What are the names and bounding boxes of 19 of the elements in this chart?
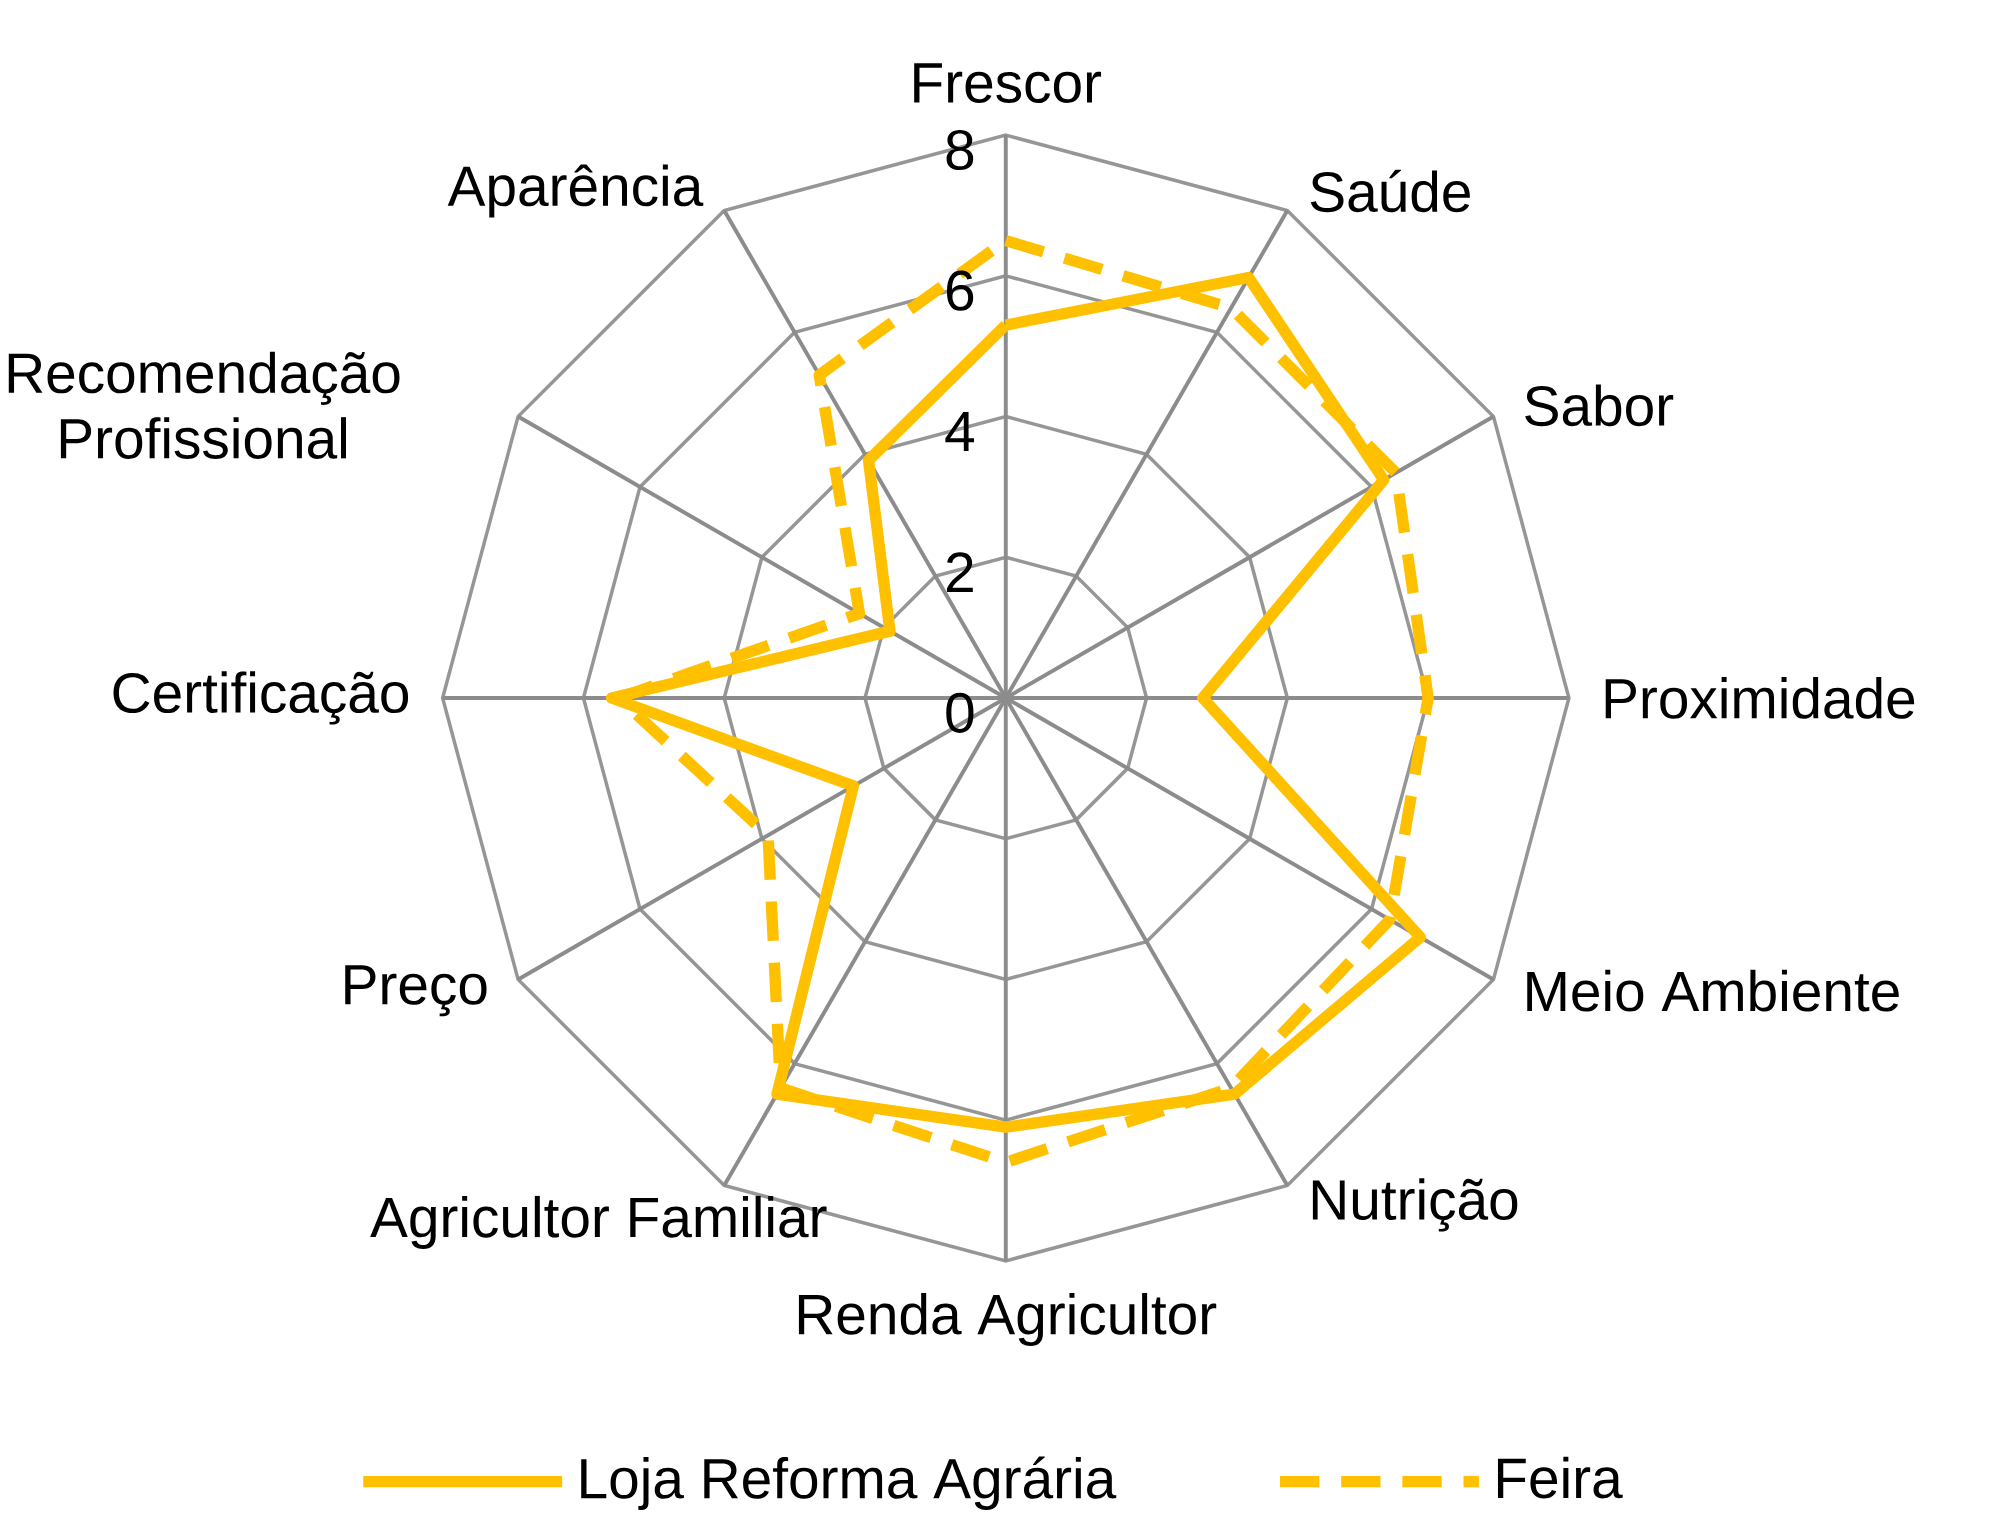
spoke-label: Saúde	[1310, 169, 1470, 213]
spoke-label: Nutrição	[1312, 1178, 1518, 1232]
y-tick-label: 4	[945, 412, 975, 452]
spoke-label: Renda Agricultor	[798, 1293, 1217, 1347]
spoke-label: Proximidade	[1605, 677, 1915, 719]
spoke-label: Sabor	[1525, 384, 1674, 427]
spoke-label: Aparência	[447, 164, 704, 218]
y-tick-label: 6	[946, 270, 974, 311]
legend-label: Loja Reforma Agrária	[581, 1456, 1117, 1511]
spoke-label: Frescor	[914, 63, 1102, 104]
legend-label: Feira	[1497, 1456, 1623, 1499]
y-tick-label: 2	[946, 552, 973, 593]
spoke-label: Preço	[345, 965, 487, 1017]
spoke-label: Recomendação Profissional	[8, 351, 400, 460]
y-tick-label: 8	[946, 129, 974, 171]
y-tick-label: 0	[946, 692, 974, 734]
spoke-label: Agricultor Familiar	[370, 1196, 827, 1249]
spoke-label: Meio Ambiente	[1527, 969, 1899, 1012]
spoke-label: Certificação	[113, 671, 409, 725]
